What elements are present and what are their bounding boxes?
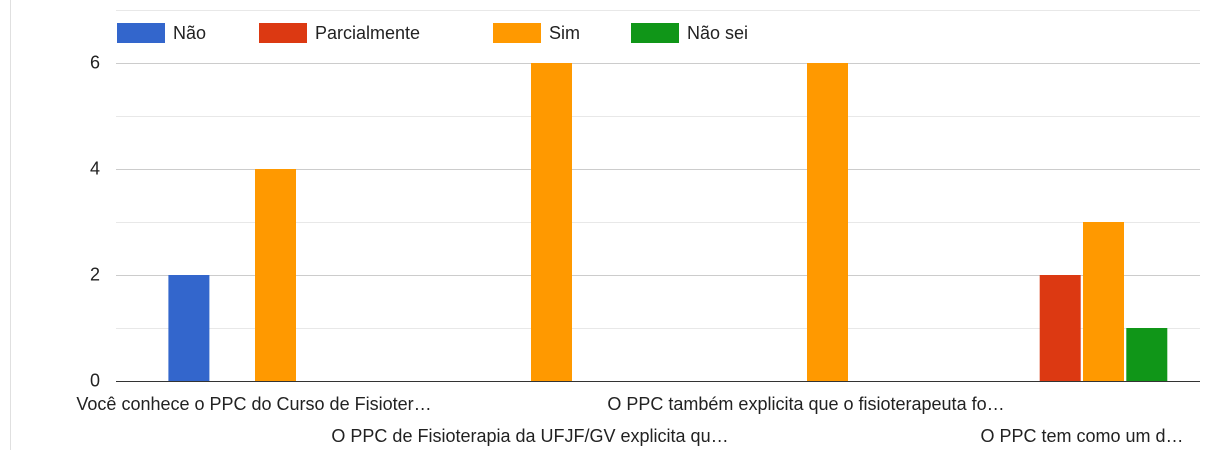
x-tick-label: O PPC tem como um d… bbox=[980, 426, 1183, 446]
legend-swatch bbox=[631, 23, 679, 43]
x-tick-label: Você conhece o PPC do Curso de Fisioter… bbox=[76, 394, 431, 414]
legend-label: Sim bbox=[549, 23, 580, 43]
bar bbox=[255, 169, 296, 381]
bar bbox=[1039, 275, 1081, 381]
x-tick-label: O PPC também explicita que o fisioterape… bbox=[607, 394, 1004, 414]
y-tick-label: 0 bbox=[90, 370, 100, 390]
legend-label: Parcialmente bbox=[315, 23, 420, 43]
y-tick-label: 4 bbox=[90, 158, 100, 178]
legend-label: Não sei bbox=[687, 23, 748, 43]
bar bbox=[531, 63, 572, 381]
legend-swatch bbox=[493, 23, 541, 43]
legend-label: Não bbox=[173, 23, 206, 43]
bar bbox=[807, 63, 848, 381]
bar bbox=[168, 275, 210, 381]
bar bbox=[1083, 222, 1124, 381]
y-tick-label: 2 bbox=[90, 264, 100, 284]
bar bbox=[1126, 328, 1168, 381]
x-tick-label: O PPC de Fisioterapia da UFJF/GV explici… bbox=[331, 426, 728, 446]
y-tick-label: 6 bbox=[90, 52, 100, 72]
legend-swatch bbox=[259, 23, 307, 43]
legend-swatch bbox=[117, 23, 165, 43]
